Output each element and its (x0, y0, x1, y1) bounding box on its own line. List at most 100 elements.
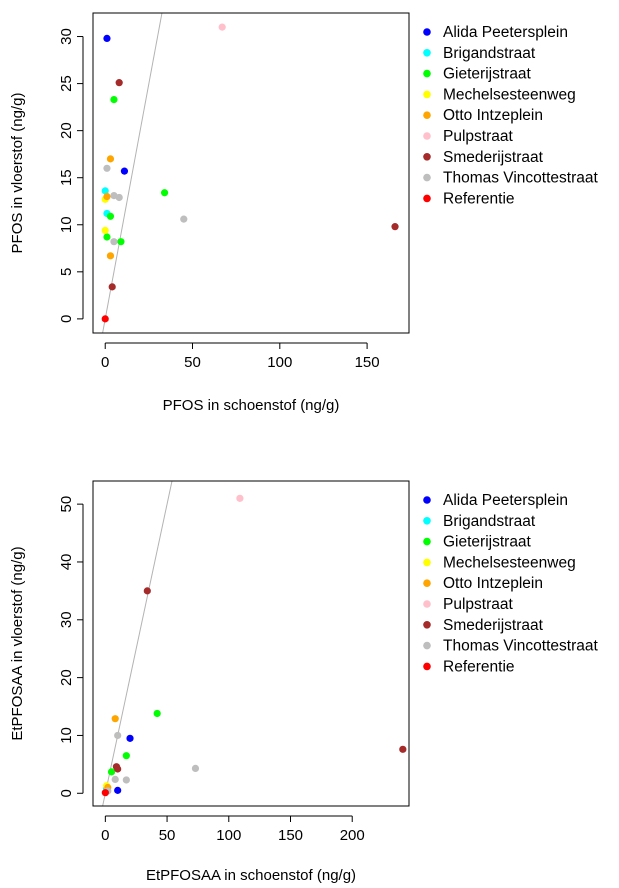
legend-entry: Brigandstraat (443, 513, 536, 530)
data-point (143, 587, 151, 595)
x-tick-label: 100 (216, 827, 241, 844)
data-point (108, 283, 116, 291)
data-point (153, 709, 161, 718)
legend-marker (423, 641, 431, 650)
x-axis-label: EtPFOSAA in schoenstof (ng/g) (146, 867, 356, 884)
legend-marker (423, 49, 431, 57)
data-point (110, 95, 118, 104)
data-point (101, 226, 109, 235)
legend-marker (423, 517, 431, 525)
legend: Alida Peetersplein Brigandstraat Gieterijs… (423, 24, 598, 207)
data-point (101, 789, 109, 797)
legend-entry: Smederijstraat (443, 149, 544, 166)
y-tick-label: 40 (58, 554, 75, 571)
data-point (117, 238, 125, 246)
y-tick-label: 25 (58, 75, 75, 92)
legend-entry: Mechelsesteenweg (443, 554, 576, 571)
legend-entry: Otto Intzeplein (443, 107, 543, 124)
data-point (115, 193, 123, 202)
y-tick-label: 20 (58, 122, 75, 139)
plot-frame (92, 12, 410, 334)
legend-marker (423, 153, 431, 161)
data-point (120, 167, 129, 175)
legend-marker (423, 579, 431, 587)
chart-pfos: 0 50 100 150 0 5 10 15 20 25 30 PFOS in schoenstof … (9, 12, 598, 414)
data-point (107, 768, 116, 776)
data-point (111, 715, 119, 723)
x-tick-label: 0 (101, 354, 109, 371)
legend-entry: Thomas Vincottestraat (443, 170, 598, 187)
data-point (106, 212, 115, 220)
data-point (191, 764, 200, 773)
x-tick-label: 0 (101, 827, 109, 844)
legend-marker (423, 69, 431, 78)
x-tick-label: 100 (267, 354, 292, 371)
legend-entry: Alida Peetersplein (443, 24, 568, 41)
data-point (236, 494, 244, 502)
data-point (101, 315, 109, 323)
legend-entry: Pulpstraat (443, 596, 513, 613)
data-point (122, 752, 130, 760)
legend-marker (423, 173, 431, 182)
y-axis-label: EtPFOSAA in vloerstof (ng/g) (9, 546, 26, 740)
legend: Alida Peetersplein Brigandstraat Gieterijs… (423, 492, 598, 675)
legend-entry: Thomas Vincottestraat (443, 638, 598, 655)
y-tick-label: 10 (58, 727, 75, 744)
y-tick-label: 0 (58, 789, 75, 797)
legend-entry: Referentie (443, 190, 515, 207)
legend-entry: Otto Intzeplein (443, 575, 543, 592)
legend-marker (423, 90, 431, 99)
data-point (106, 155, 115, 163)
data-point (111, 775, 119, 783)
data-point (122, 776, 130, 784)
legend-entry: Smederijstraat (443, 617, 544, 634)
x-axis-label: PFOS in schoenstof (ng/g) (163, 397, 340, 414)
legend-entry: Alida Peetersplein (443, 492, 568, 509)
legend-entry: Mechelsesteenweg (443, 86, 576, 103)
legend-marker (423, 132, 431, 140)
x-tick-label: 50 (159, 827, 176, 844)
legend-marker (423, 621, 431, 629)
data-point (114, 765, 122, 773)
data-point (160, 189, 169, 197)
data-point (399, 745, 407, 753)
data-point (106, 252, 115, 260)
legend-marker (423, 28, 431, 36)
data-point (391, 223, 399, 231)
reference-line (102, 13, 163, 333)
data-point (126, 734, 134, 742)
y-tick-label: 30 (58, 611, 75, 628)
data-point (103, 233, 111, 241)
legend-entry: Pulpstraat (443, 128, 513, 145)
legend-marker (423, 662, 431, 671)
legend-marker (423, 194, 431, 203)
legend-marker (423, 496, 431, 504)
x-tick-label: 200 (340, 827, 365, 844)
data-point (103, 34, 111, 43)
y-tick-label: 10 (58, 216, 75, 233)
legend-marker (423, 111, 431, 119)
y-tick-label: 20 (58, 669, 75, 686)
y-tick-label: 15 (58, 169, 75, 186)
y-tick-label: 50 (58, 496, 75, 513)
legend-entry: Gieterijstraat (443, 66, 532, 83)
plot-frame (92, 480, 410, 807)
data-point (103, 164, 111, 172)
reference-line (102, 481, 173, 806)
legend-entry: Referentie (443, 658, 515, 675)
data-point (110, 238, 118, 246)
x-tick-label: 150 (355, 354, 380, 371)
legend-entry: Brigandstraat (443, 45, 536, 62)
legend-marker (423, 600, 431, 608)
legend-marker (423, 537, 431, 546)
y-tick-label: 30 (58, 28, 75, 45)
legend-marker (423, 558, 431, 567)
chart-etpfosaa: 0 50 100 150 200 0 10 20 30 40 50 EtPFOSAA in schoe… (9, 480, 598, 884)
y-axis-label: PFOS in vloerstof (ng/g) (9, 93, 26, 254)
x-tick-label: 50 (184, 354, 201, 371)
data-point (101, 187, 109, 195)
data-point (114, 731, 122, 740)
y-tick-label: 5 (58, 268, 75, 276)
data-point (180, 215, 188, 223)
